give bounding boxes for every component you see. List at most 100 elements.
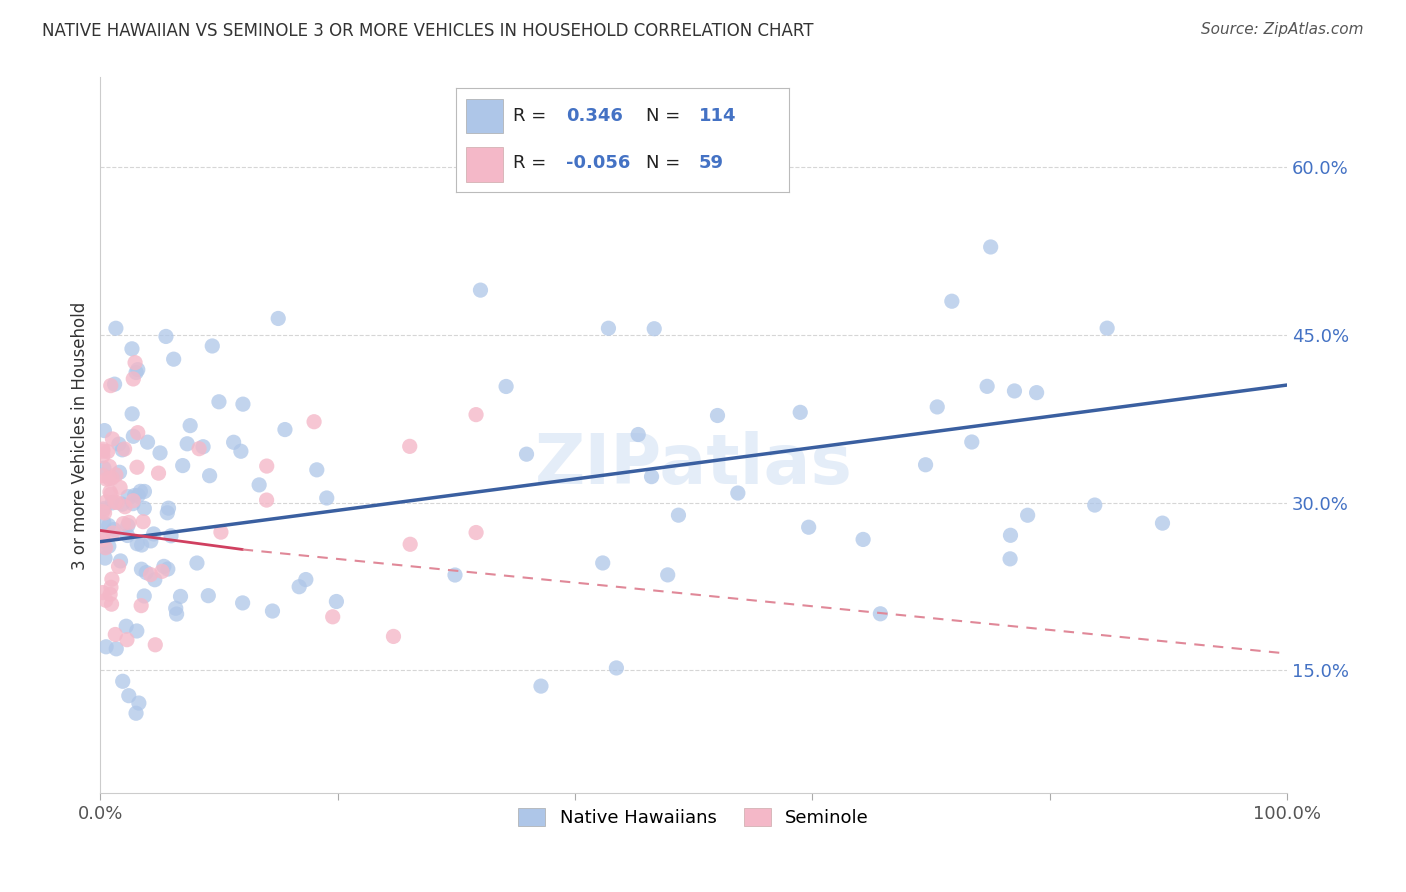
Point [108, 480, 131, 494]
Point [980, 240, 1002, 254]
Point [148, 466, 170, 480]
Point [315, 491, 337, 505]
Point [139, 533, 162, 548]
Point [176, 437, 198, 451]
Point [117, 518, 139, 533]
Point [103, 523, 125, 537]
Point [197, 589, 219, 603]
Point [91, 444, 114, 458]
Point [114, 500, 136, 514]
Point [97, 518, 120, 533]
Point [110, 554, 132, 568]
Point [1084, 498, 1107, 512]
Legend: Native Hawaiians, Seminole: Native Hawaiians, Seminole [510, 801, 876, 834]
Point [163, 352, 186, 367]
Point [96, 495, 118, 509]
Point [179, 418, 201, 433]
Point [976, 379, 998, 393]
Point [727, 486, 749, 500]
Point [188, 442, 211, 456]
Point [135, 566, 157, 580]
Point [852, 533, 875, 547]
Point [101, 572, 124, 586]
Point [232, 397, 254, 411]
Point [208, 394, 231, 409]
Point [267, 311, 290, 326]
Point [97, 444, 120, 458]
Point [256, 458, 278, 473]
Point [470, 283, 492, 297]
Point [172, 458, 194, 473]
Point [125, 460, 148, 475]
Point [131, 562, 153, 576]
Point [143, 573, 166, 587]
Point [706, 409, 728, 423]
Point [128, 696, 150, 710]
Point [100, 597, 122, 611]
Point [111, 442, 134, 457]
Point [515, 447, 537, 461]
Point [927, 400, 949, 414]
Point [1000, 528, 1022, 542]
Point [143, 638, 166, 652]
Point [998, 552, 1021, 566]
Point [121, 407, 143, 421]
Point [117, 490, 139, 504]
Point [132, 515, 155, 529]
Point [129, 599, 152, 613]
Point [134, 501, 156, 516]
Point [657, 567, 679, 582]
Point [101, 471, 124, 485]
Point [302, 415, 325, 429]
Point [201, 339, 224, 353]
Point [598, 321, 620, 335]
Point [94, 540, 117, 554]
Point [155, 329, 177, 343]
Point [789, 405, 811, 419]
Point [1017, 508, 1039, 523]
Point [169, 590, 191, 604]
Point [1095, 321, 1118, 335]
Point [112, 516, 135, 531]
Point [869, 607, 891, 621]
Point [100, 580, 122, 594]
Point [125, 706, 148, 721]
Text: NATIVE HAWAIIAN VS SEMINOLE 3 OR MORE VEHICLES IN HOUSEHOLD CORRELATION CHART: NATIVE HAWAIIAN VS SEMINOLE 3 OR MORE VE… [42, 22, 814, 40]
Point [136, 435, 159, 450]
Point [111, 674, 134, 689]
Point [131, 538, 153, 552]
Point [165, 601, 187, 615]
Point [399, 537, 422, 551]
Point [93, 516, 115, 530]
Point [104, 467, 127, 482]
Point [129, 484, 152, 499]
Point [111, 497, 134, 511]
Point [668, 508, 690, 523]
Point [100, 487, 122, 501]
Point [94, 551, 117, 566]
Point [94, 593, 117, 607]
Point [91, 449, 114, 463]
Point [530, 679, 553, 693]
Point [104, 495, 127, 509]
Point [124, 489, 146, 503]
Point [94, 541, 117, 555]
Point [114, 442, 136, 456]
Point [122, 429, 145, 443]
Point [122, 372, 145, 386]
Point [127, 362, 149, 376]
Point [118, 516, 141, 530]
Point [125, 366, 148, 380]
Point [107, 559, 129, 574]
Point [124, 356, 146, 370]
Point [93, 501, 115, 516]
Point [941, 294, 963, 309]
Point [914, 458, 936, 472]
Point [96, 472, 118, 486]
Point [209, 525, 232, 540]
Point [115, 619, 138, 633]
Point [122, 497, 145, 511]
Point [121, 342, 143, 356]
Point [93, 506, 115, 520]
Point [198, 468, 221, 483]
